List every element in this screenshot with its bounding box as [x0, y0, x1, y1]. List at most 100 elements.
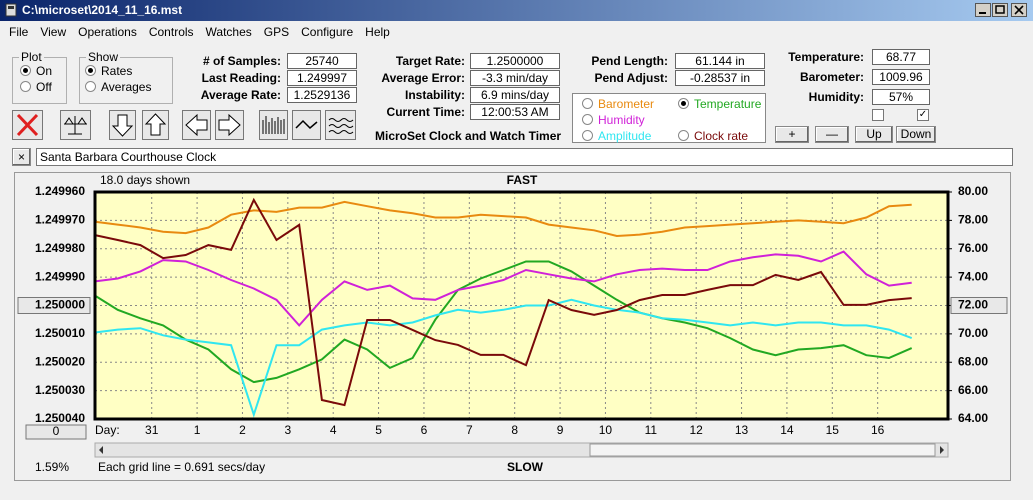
readout-value: -3.3 min/day	[470, 70, 560, 86]
days-shown: 18.0 days shown	[100, 173, 190, 187]
y2-tick-label: 80.00	[958, 184, 988, 198]
series-line	[94, 200, 912, 238]
y-tick-label: 1.250000	[35, 298, 85, 312]
corner-label: 1.59%	[35, 460, 69, 474]
trace-button[interactable]: Down	[896, 126, 936, 143]
x-tick-label: 5	[375, 423, 382, 437]
checkbox[interactable]	[872, 109, 884, 121]
legend-label: Temperature	[694, 97, 762, 111]
readout-label: Humidity:	[808, 90, 864, 104]
menu-item[interactable]: Controls	[148, 25, 194, 39]
bottom-label: SLOW	[507, 460, 544, 474]
window-controls[interactable]	[975, 3, 1030, 18]
group-title: Show	[86, 50, 121, 64]
readout-value: 6.9 mins/day	[470, 87, 560, 103]
clock-name-field[interactable]: Santa Barbara Courthouse Clock	[36, 148, 1013, 166]
app-icon	[5, 3, 17, 17]
legend-item[interactable]: Temperature	[678, 97, 761, 111]
y-tick-label: 1.250030	[35, 383, 85, 397]
grid-note: Each grid line = 0.691 secs/day	[98, 460, 265, 474]
radio-option[interactable]: Off	[20, 80, 52, 94]
trace-button[interactable]: +	[775, 126, 809, 143]
y2-tick-label: 72.00	[958, 298, 988, 312]
menu-item[interactable]: Configure	[301, 25, 354, 39]
readout-value: 61.144 in	[675, 53, 765, 69]
y-tick-label: 1.250020	[35, 354, 85, 368]
readout-value: 1009.96	[872, 69, 930, 85]
reset-label: 0	[53, 424, 60, 438]
x-tick-label: 4	[330, 423, 337, 437]
menu-item[interactable]: View	[40, 25, 67, 39]
show-group: Show	[79, 50, 173, 104]
readout-value: 1.2500000	[470, 53, 560, 69]
title-bar: C:\microset\2014_11_16.mst	[0, 0, 1033, 21]
legend-item[interactable]: Amplitude	[582, 129, 651, 143]
top-label: FAST	[507, 173, 538, 187]
legend-item[interactable]: Barometer	[582, 97, 654, 111]
x-tick-label: 11	[645, 423, 658, 437]
readout-label: Target Rate:	[395, 54, 465, 68]
noise-button[interactable]	[325, 110, 356, 140]
radio-option[interactable]: Averages	[85, 80, 151, 94]
tick-button[interactable]	[17, 297, 91, 314]
legend-item[interactable]: Clock rate	[678, 129, 748, 143]
readout-label: Pend Length:	[591, 54, 668, 68]
y2-tick-label: 68.00	[958, 354, 988, 368]
scroll-thumb[interactable]	[589, 443, 936, 457]
close-clock-button[interactable]: ×	[12, 148, 31, 166]
trace-button[interactable]: —	[815, 126, 849, 143]
series-line	[94, 260, 913, 384]
menu-item[interactable]: Operations	[78, 25, 137, 39]
trace-button[interactable]: Up	[855, 126, 893, 143]
y2-tick-label: 64.00	[958, 411, 988, 425]
y2-tick-label: 76.00	[958, 241, 988, 255]
x-tick-label: 9	[557, 423, 564, 437]
checkbox[interactable]: ✓	[917, 109, 929, 121]
y2-tick-label: 74.00	[958, 269, 988, 283]
x-tick-label: 7	[466, 423, 473, 437]
group-title: Plot	[19, 50, 44, 64]
x-tick-label: 6	[421, 423, 428, 437]
radio-option[interactable]: On	[20, 64, 52, 78]
app-name: MicroSet Clock and Watch Timer	[375, 129, 562, 143]
wave-button[interactable]	[292, 110, 321, 140]
reset-button[interactable]	[25, 424, 87, 440]
radio-label: Averages	[101, 80, 152, 94]
y2-tick-label: 78.00	[958, 213, 988, 227]
tick-button[interactable]	[950, 297, 1008, 314]
menu-item[interactable]: GPS	[263, 25, 290, 39]
radio-label: On	[36, 64, 53, 78]
trace-selector	[572, 93, 766, 143]
menu-item[interactable]: Watches	[205, 25, 252, 39]
up-button[interactable]	[142, 110, 169, 140]
readout-label: Pend Adjust:	[594, 71, 668, 85]
legend-label: Barometer	[598, 97, 655, 111]
down-button[interactable]	[109, 110, 136, 140]
readout-label: Barometer:	[799, 70, 864, 84]
readout-value: 68.77	[872, 49, 930, 65]
series-line	[94, 197, 912, 407]
readout-value: 57%	[872, 89, 930, 105]
scale-button[interactable]	[60, 110, 91, 140]
x-tick-label: 1	[194, 423, 201, 437]
menu-item[interactable]: Help	[365, 25, 390, 39]
legend-item[interactable]: Humidity	[582, 113, 645, 127]
readout-label: # of Samples:	[202, 54, 281, 68]
x-tick-label: 13	[735, 423, 749, 437]
plot-border	[93, 190, 950, 421]
y-tick-label: 1.249980	[35, 241, 85, 255]
radio-option[interactable]: Rates	[85, 64, 132, 78]
radio-label: Off	[36, 80, 52, 94]
menu-item[interactable]: File	[9, 25, 29, 39]
right-button[interactable]	[215, 110, 244, 140]
x-label: Day:	[95, 423, 120, 437]
y-tick-label: 1.250040	[35, 411, 85, 425]
bars-button[interactable]	[259, 110, 288, 140]
clear-button[interactable]	[12, 110, 43, 140]
readout-label: Average Rate:	[200, 88, 281, 102]
left-button[interactable]	[182, 110, 211, 140]
x-tick-label: 3	[284, 423, 291, 437]
x-tick-label: 2	[239, 423, 246, 437]
